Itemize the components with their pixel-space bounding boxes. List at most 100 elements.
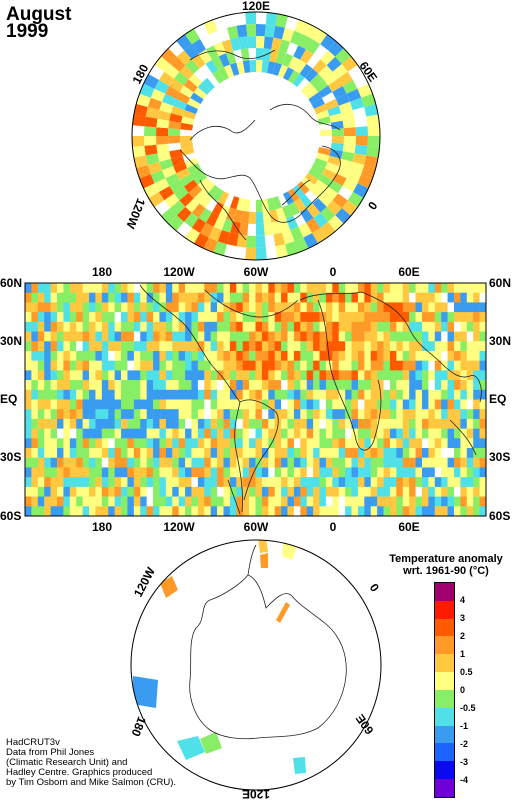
world-grid-cell xyxy=(313,438,320,449)
world-grid-cell xyxy=(127,302,135,313)
world-grid-cell xyxy=(249,399,256,410)
world-grid-cell xyxy=(261,360,269,371)
world-grid-cell xyxy=(415,467,423,478)
world-grid-cell xyxy=(377,428,384,439)
world-grid-cell xyxy=(210,438,218,449)
world-grid-cell xyxy=(351,389,359,400)
world-grid-cell xyxy=(473,409,480,420)
world-grid-cell xyxy=(325,312,333,323)
world-grid-cell xyxy=(441,428,448,439)
world-grid-cell xyxy=(434,448,442,459)
north-polar-grid-cell xyxy=(338,158,353,171)
world-grid-cell xyxy=(140,283,147,294)
north-polar-grid-cell xyxy=(246,24,256,37)
world-grid-cell xyxy=(377,409,384,420)
north-polar-grid-cell xyxy=(331,128,344,136)
world-grid-cell xyxy=(421,380,429,391)
world-grid-cell xyxy=(242,467,250,478)
world-grid-cell xyxy=(281,292,288,303)
world-grid-cell xyxy=(377,506,384,516)
world-grid-cell xyxy=(364,389,372,400)
world-grid-cell xyxy=(44,341,51,352)
world-grid-cell xyxy=(185,496,192,507)
world-grid-cell xyxy=(249,486,256,497)
world-grid-cell xyxy=(204,399,211,410)
north-polar-grid-cell xyxy=(314,157,328,169)
world-grid-cell xyxy=(434,350,442,361)
world-grid-cell xyxy=(447,467,455,478)
world-grid-cell xyxy=(447,409,455,420)
world-grid-cell xyxy=(428,438,436,449)
north-polar-grid-cell xyxy=(206,212,219,227)
world-grid-cell xyxy=(69,438,77,449)
world-grid-cell xyxy=(306,283,314,294)
world-grid-cell xyxy=(178,467,186,478)
world-grid-cell xyxy=(351,341,359,352)
north-polar-grid-cell xyxy=(212,201,224,216)
world-grid-cell xyxy=(261,477,269,488)
world-grid-cell xyxy=(223,409,231,420)
world-grid-cell xyxy=(313,360,320,371)
world-grid-cell xyxy=(338,399,346,410)
world-grid-cell xyxy=(223,467,231,478)
world-grid-cell xyxy=(89,467,96,478)
world-grid-cell xyxy=(332,477,340,488)
world-grid-cell xyxy=(338,350,346,361)
world-grid-cell xyxy=(191,341,199,352)
world-grid-cell xyxy=(197,331,205,342)
north-polar-grid-cell xyxy=(164,193,180,208)
world-grid-cell xyxy=(389,428,397,439)
world-grid-cell xyxy=(364,399,372,410)
north-polar-grid-cell xyxy=(342,178,358,192)
world-grid-cell xyxy=(300,486,308,497)
north-polar-grid-cell xyxy=(183,179,198,193)
world-grid-cell xyxy=(31,506,39,516)
world-grid-cell xyxy=(453,380,461,391)
world-grid-cell xyxy=(268,380,276,391)
north-polar-grid-cell xyxy=(147,97,162,111)
world-grid-cell xyxy=(389,321,397,332)
world-grid-cell xyxy=(338,312,346,323)
world-grid-cell xyxy=(332,506,340,516)
world-grid-cell xyxy=(325,477,333,488)
north-polar-grid-cell xyxy=(318,65,333,80)
world-grid-cell xyxy=(383,438,391,449)
legend-swatch xyxy=(435,583,454,601)
world-grid-cell xyxy=(159,302,167,313)
world-grid-cell xyxy=(185,283,192,294)
world-grid-cell xyxy=(76,409,83,420)
world-grid-cell xyxy=(50,438,58,449)
world-grid-cell xyxy=(409,457,416,468)
world-grid-cell xyxy=(479,380,486,391)
world-grid-cell xyxy=(178,312,186,323)
world-grid-cell xyxy=(293,380,301,391)
world-grid-cell xyxy=(242,506,250,516)
world-grid-cell xyxy=(37,312,45,323)
world-grid-cell xyxy=(95,302,103,313)
north-polar-grid-cell xyxy=(145,107,160,119)
world-grid-cell xyxy=(204,496,211,507)
world-grid-cell xyxy=(31,341,39,352)
world-grid-cell xyxy=(165,292,173,303)
world-grid-cell xyxy=(287,341,295,352)
north-polar-grid-cell xyxy=(179,85,194,98)
world-grid-cell xyxy=(281,312,288,323)
world-grid-cell xyxy=(236,312,243,323)
world-grid-cell xyxy=(338,438,346,449)
world-grid-cell xyxy=(165,283,173,294)
world-grid-cell xyxy=(479,457,486,468)
world-grid-cell xyxy=(217,486,224,497)
world-grid-cell xyxy=(383,360,391,371)
world-grid-cell xyxy=(114,486,122,497)
world-lat-labels-left: 60N 30N EQ 30S 60S xyxy=(0,276,22,523)
north-polar-grid-cell xyxy=(193,172,207,185)
world-grid-cell xyxy=(281,457,288,468)
world-grid-cell xyxy=(338,370,346,381)
north-polar-grid-cell xyxy=(314,79,329,93)
world-grid-cell xyxy=(351,418,359,429)
north-polar-grid-cell xyxy=(298,222,312,238)
world-grid-cell xyxy=(402,389,410,400)
world-grid-cell xyxy=(409,428,416,439)
world-grid-cell xyxy=(76,360,83,371)
world-grid-cell xyxy=(479,360,486,371)
